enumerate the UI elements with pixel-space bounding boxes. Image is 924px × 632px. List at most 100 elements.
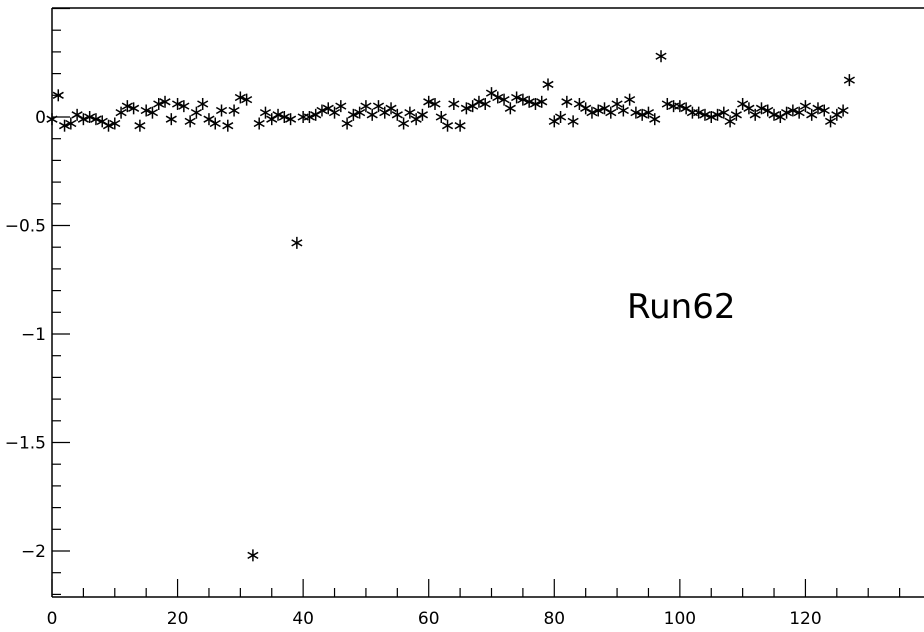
data-point [806,108,818,121]
data-point [115,106,127,119]
data-point [711,108,724,121]
data-point [416,108,429,121]
data-point [542,78,554,91]
data-point [511,91,523,104]
data-point [398,117,410,130]
data-point [259,106,272,119]
data-point [743,102,755,115]
data-point [793,106,805,119]
data-point [824,115,837,128]
data-point [140,104,152,117]
x-tick-label: 100 [664,609,696,629]
data-point [303,111,315,123]
data-point [799,100,811,113]
y-axis-ticks [52,7,70,596]
data-point [366,108,378,121]
data-point [291,236,303,249]
data-point [586,106,598,119]
data-point [272,108,284,121]
data-point [624,93,636,106]
data-point [617,104,629,117]
data-point [592,104,604,117]
data-point [674,100,686,113]
data-point [454,119,466,132]
data-point [605,106,617,119]
data-point [197,97,209,110]
data-point [385,102,397,115]
data-point [473,95,485,108]
data-point [755,102,768,115]
data-point [460,102,472,115]
data-point [341,117,353,130]
data-point [498,93,510,106]
data-point [435,111,447,123]
data-point [611,97,623,110]
data-point [347,108,359,121]
y-axis-tick-labels: 0 −0.5 −1 −1.5 −2 [5,108,46,562]
data-point [724,115,736,128]
y-tick-label: 0 [35,108,46,128]
y-tick-label: −2 [21,542,46,562]
x-tick-label: 120 [789,609,821,629]
data-point [567,115,579,128]
data-point [441,119,454,132]
data-point [90,113,102,126]
data-point [165,113,177,126]
data-point [429,97,441,110]
data-point [209,117,221,130]
data-point [316,104,328,117]
data-point [184,115,196,128]
data-point [253,117,265,130]
data-point [222,119,234,132]
data-point [448,97,460,110]
data-point [146,106,159,119]
data-point [649,113,661,126]
data-point [554,111,567,123]
data-point [372,100,385,113]
data-point [102,119,115,132]
data-point [77,113,89,126]
data-point [234,91,246,104]
y-tick-label: −1.5 [5,434,46,454]
x-axis-ticks [51,579,901,597]
x-tick-label: 80 [543,609,565,629]
data-point [190,106,202,119]
data-point [178,100,190,113]
data-point [699,108,711,121]
data-point [749,108,761,121]
data-point [228,104,240,117]
data-point [134,119,146,132]
data-point [561,95,573,108]
data-point [787,104,799,117]
data-point [479,97,491,110]
data-point [818,104,830,117]
data-point [285,113,297,126]
data-point [517,93,529,106]
data-point [492,91,504,104]
data-point [843,74,855,87]
data-point [642,106,655,119]
data-point [328,106,341,119]
x-tick-label: 40 [292,609,314,629]
data-point [215,104,228,117]
data-point [109,117,121,130]
data-point [172,97,184,110]
data-point [247,549,259,562]
data-point [153,97,165,110]
data-point [812,102,824,115]
data-point [630,106,642,119]
data-point [52,89,64,102]
data-point [730,108,742,121]
data-point [128,102,140,115]
data-point [837,104,849,117]
data-point [278,111,290,123]
run-annotation: Run62 [627,287,735,327]
data-point [121,100,133,113]
data-point [718,106,730,119]
data-point [65,117,77,130]
x-tick-label: 20 [167,609,189,629]
data-point [423,95,435,108]
data-point [523,95,535,108]
y-tick-label: −0.5 [5,217,46,237]
